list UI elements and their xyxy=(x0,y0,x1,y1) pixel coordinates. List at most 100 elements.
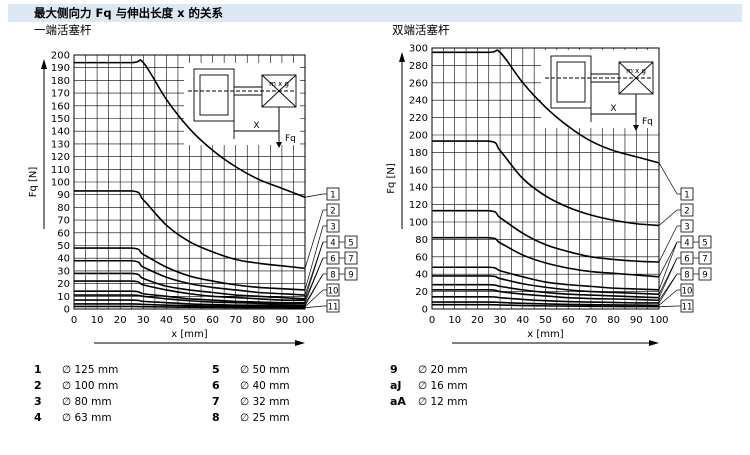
legend-number: aJ xyxy=(390,379,402,392)
callout-label-3: 3 xyxy=(330,223,335,233)
callout-leader-11 xyxy=(304,305,324,309)
legend-diameter: ∅ 32 mm xyxy=(240,396,290,408)
series-line-11 xyxy=(74,305,306,309)
x-tick-label: 10 xyxy=(91,315,104,326)
callout-leader-3 xyxy=(304,225,324,291)
legend-number: 4 xyxy=(34,411,42,424)
callout-leader-9 xyxy=(304,273,324,306)
callout-label-1: 1 xyxy=(330,191,335,201)
x-tick-label: 0 xyxy=(71,315,77,326)
callout-box-10 xyxy=(326,283,340,297)
legend-number: 1 xyxy=(34,363,42,376)
legend-item: 4 ∅ 63 mm xyxy=(34,410,112,426)
plot-frame xyxy=(73,54,306,310)
legend-diameter: ∅ 20 mm xyxy=(418,364,468,376)
series-line-4 xyxy=(74,259,306,296)
legend-item: aA ∅ 12 mm xyxy=(390,394,468,410)
y-tick-label: 100 xyxy=(51,178,70,189)
y-tick-label: 70 xyxy=(57,216,70,227)
x-axis-label: x [mm] xyxy=(171,329,207,340)
series-line-5 xyxy=(74,272,306,300)
force-arrow-head-icon xyxy=(276,142,282,148)
chart1-subtitle: 一端活塞杆 xyxy=(34,23,92,37)
legend-item: aJ ∅ 16 mm xyxy=(390,378,468,394)
y-tick-label: 130 xyxy=(51,139,70,150)
legend-item: 7 ∅ 32 mm xyxy=(212,394,290,410)
force-label: Fq xyxy=(285,134,296,144)
callout-label-5: 5 xyxy=(348,239,353,249)
y-tick-label: 120 xyxy=(51,152,70,163)
y-axis-label: Fq [N] xyxy=(28,167,39,198)
legend-item: 2 ∅ 100 mm xyxy=(34,378,118,394)
series-line-6 xyxy=(74,280,306,302)
y-tick-label: 40 xyxy=(57,254,70,265)
title-bar xyxy=(8,4,742,22)
callout-leader-10 xyxy=(304,289,324,307)
y-tick-label: 90 xyxy=(57,190,70,201)
dimension-x-label: X xyxy=(253,121,259,131)
y-tick-label: 50 xyxy=(57,241,70,252)
x-tick-label: 90 xyxy=(276,315,289,326)
legend-diameter: ∅ 125 mm xyxy=(62,364,119,376)
series-line-8 xyxy=(74,294,306,305)
callout-label-6: 6 xyxy=(330,255,335,265)
x-tick-label: 20 xyxy=(114,315,127,326)
x-tick-label: 50 xyxy=(183,315,196,326)
callout-leader-1 xyxy=(304,193,324,198)
legend-diameter: ∅ 50 mm xyxy=(240,364,290,376)
y-tick-label: 60 xyxy=(57,228,70,239)
y-tick-label: 180 xyxy=(51,76,70,87)
legend-diameter: ∅ 12 mm xyxy=(418,396,468,408)
callout-leader-7 xyxy=(304,257,324,303)
legend-number: 8 xyxy=(212,411,220,424)
y-tick-label: 140 xyxy=(51,127,70,138)
cylinder-inner-icon xyxy=(199,74,229,116)
series-line-3 xyxy=(74,247,306,291)
legend-number: 5 xyxy=(212,363,220,376)
legend-number: aA xyxy=(390,395,406,408)
callout-box-3 xyxy=(326,219,340,233)
y-tick-label: 160 xyxy=(51,101,70,112)
callout-box-11 xyxy=(326,299,340,313)
callout-leader-2 xyxy=(304,209,324,269)
callout-label-2: 2 xyxy=(330,207,335,217)
callout-label-9: 9 xyxy=(348,271,353,281)
legend-item: 3 ∅ 80 mm xyxy=(34,394,112,410)
y-tick-label: 150 xyxy=(51,114,70,125)
load-box-cross xyxy=(261,74,297,108)
y-tick-label: 110 xyxy=(51,165,70,176)
series-line-9 xyxy=(74,299,306,307)
callout-leader-5 xyxy=(304,241,324,299)
x-tick-label: 80 xyxy=(252,315,265,326)
x-tick-label: 60 xyxy=(206,315,219,326)
y-tick-label: 200 xyxy=(51,51,70,62)
callout-label-11: 11 xyxy=(328,303,339,313)
y-axis-arrow-head xyxy=(41,59,47,69)
page-title: 最大侧向力 Fq 与伸出长度 x 的关系 xyxy=(34,6,224,20)
y-tick-label: 80 xyxy=(57,203,70,214)
callout-label-7: 7 xyxy=(348,255,353,265)
legend-number: 9 xyxy=(390,363,398,376)
chart2-subtitle: 双端活塞杆 xyxy=(392,23,450,37)
series-line-7 xyxy=(74,290,306,304)
legend-diameter: ∅ 100 mm xyxy=(62,380,119,392)
callout-label-8: 8 xyxy=(330,271,335,281)
y-tick-label: 20 xyxy=(57,279,70,290)
callout-label-4: 4 xyxy=(330,239,335,249)
y-tick-label: 190 xyxy=(51,63,70,74)
x-tick-label: 40 xyxy=(160,315,173,326)
legend-number: 3 xyxy=(34,395,42,408)
y-tick-label: 10 xyxy=(57,292,70,303)
legend-diameter: ∅ 16 mm xyxy=(418,380,468,392)
legend-diameter: ∅ 80 mm xyxy=(62,396,112,408)
legend-item: 6 ∅ 40 mm xyxy=(212,378,290,394)
inset-diagram xyxy=(188,68,297,147)
callout-box-7 xyxy=(344,251,358,265)
y-tick-label: 30 xyxy=(57,266,70,277)
x-tick-label: 30 xyxy=(137,315,150,326)
callout-box-9 xyxy=(344,267,358,281)
x-axis-arrow-head xyxy=(295,340,305,346)
legend-item: 5 ∅ 50 mm xyxy=(212,362,290,378)
x-tick-label: 100 xyxy=(295,315,314,326)
